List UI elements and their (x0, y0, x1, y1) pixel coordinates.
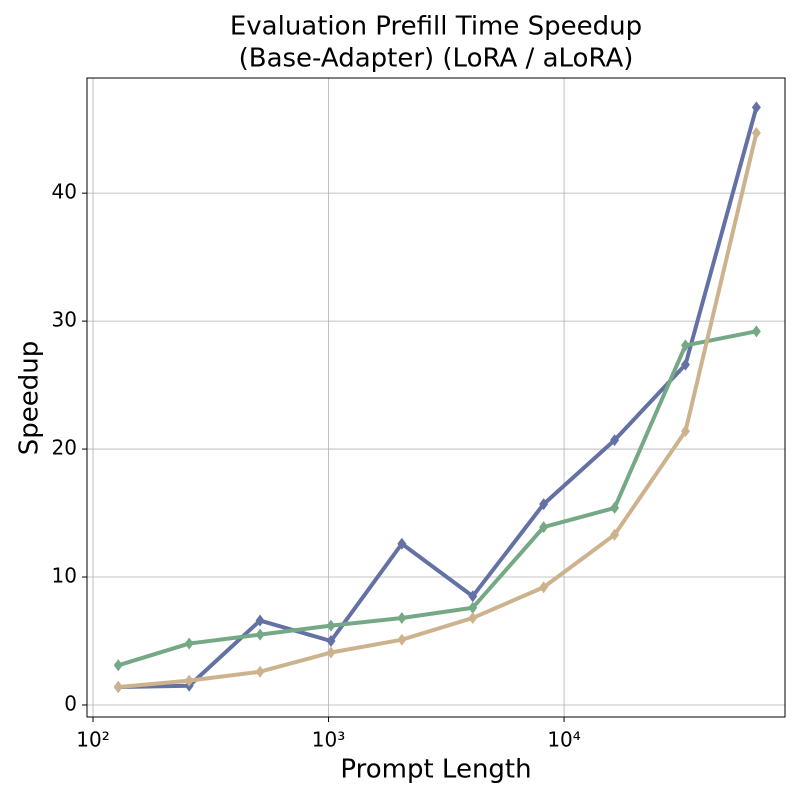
marker (397, 611, 407, 624)
series-line (117, 329, 757, 668)
x-axis-label: Prompt Length (340, 755, 531, 785)
marker (539, 521, 549, 534)
marker (468, 590, 478, 603)
plot-frame (86, 77, 786, 718)
series-line (118, 106, 759, 690)
y-tick-label: 0 (64, 691, 77, 715)
marker (397, 537, 407, 550)
marker (680, 425, 690, 438)
marker (326, 634, 336, 647)
x-tick-label: 10³ (312, 728, 345, 752)
marker (610, 528, 620, 541)
marker (326, 619, 336, 632)
marker (610, 501, 620, 514)
y-tick-label: 10 (52, 564, 77, 588)
y-tick-label: 40 (52, 180, 77, 204)
marker (468, 601, 478, 614)
marker (184, 637, 194, 650)
series-line (118, 132, 759, 690)
marker (255, 614, 265, 627)
chart-title: Evaluation Prefill Time Speedup (230, 12, 642, 42)
marker (113, 659, 123, 672)
marker (751, 101, 761, 114)
marker (255, 665, 265, 678)
marker (468, 611, 478, 624)
marker (397, 633, 407, 646)
marker (113, 681, 123, 694)
marker (610, 434, 620, 447)
x-tick-label: 10⁴ (547, 728, 580, 752)
marker (184, 674, 194, 687)
marker (751, 127, 761, 140)
marker (680, 358, 690, 371)
x-tick-label: 10² (76, 728, 109, 752)
marker (539, 498, 549, 511)
chart-title: (Base-Adapter) (LoRA / aLoRA) (239, 44, 634, 74)
y-tick-label: 30 (52, 308, 77, 332)
marker (751, 325, 761, 338)
marker (680, 339, 690, 352)
y-tick-label: 20 (52, 436, 77, 460)
marker (255, 628, 265, 641)
marker (326, 646, 336, 659)
y-axis-label: Speedup (15, 341, 45, 456)
marker (539, 581, 549, 594)
